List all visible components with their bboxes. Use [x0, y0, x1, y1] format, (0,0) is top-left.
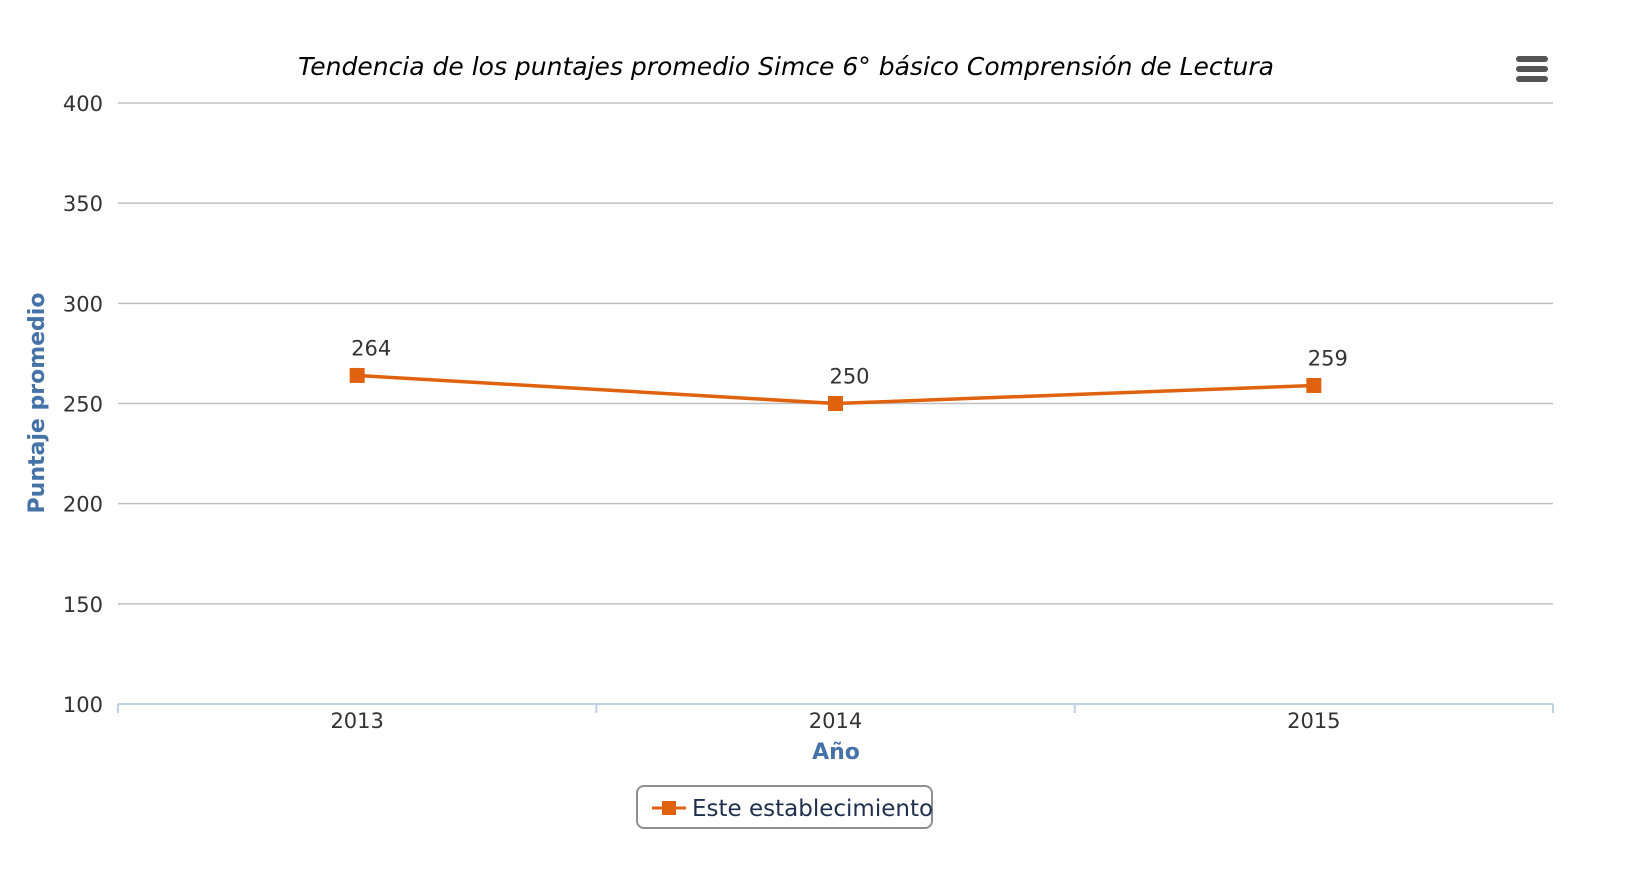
data-point-2015[interactable]	[1306, 377, 1322, 393]
x-axis-tickmarks	[117, 704, 1554, 713]
y-axis-ticks: 100 150 200 250 300 350 400	[63, 92, 103, 717]
y-tick-label: 350	[63, 192, 103, 216]
series-este-establecimiento: 264 250 259	[349, 336, 1348, 411]
x-axis-title: Año	[812, 740, 860, 765]
x-tick-label: 2015	[1287, 709, 1340, 733]
data-point-2013[interactable]	[349, 367, 365, 383]
y-tick-label: 400	[63, 92, 103, 116]
chart-menu-button[interactable]	[1500, 46, 1564, 92]
chart-title: Tendencia de los puntajes promedio Simce…	[298, 52, 1274, 81]
x-tick-label: 2013	[330, 709, 383, 733]
legend-label: Este establecimiento	[692, 796, 934, 822]
y-axis-title: Puntaje promedio	[25, 293, 50, 514]
data-label-2014: 250	[829, 365, 869, 389]
y-tick-label: 150	[63, 593, 103, 617]
legend: Este establecimiento	[636, 785, 933, 829]
data-label-2015: 259	[1308, 346, 1348, 370]
legend-symbol	[652, 801, 686, 815]
x-tick-label: 2014	[809, 709, 862, 733]
y-tick-label: 100	[63, 693, 103, 717]
data-label-2013: 264	[351, 336, 391, 360]
y-tick-label: 250	[63, 393, 103, 417]
data-point-2014[interactable]	[828, 396, 843, 411]
y-tick-label: 300	[63, 292, 103, 316]
x-axis-labels: 2013 2014 2015	[330, 709, 1340, 733]
y-tick-label: 200	[63, 493, 103, 517]
